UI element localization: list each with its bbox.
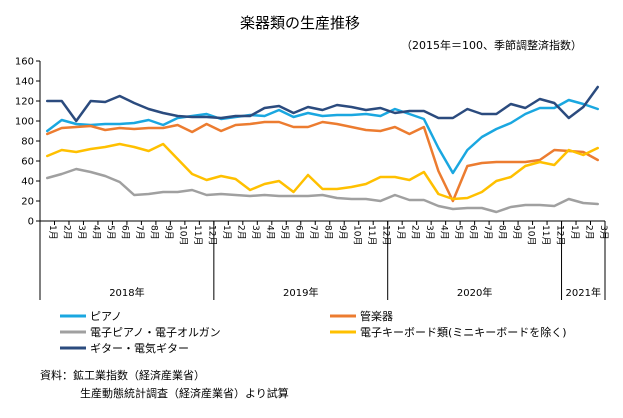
x-tick-label: 2月 bbox=[62, 225, 73, 240]
x-tick-label: 4月 bbox=[438, 225, 449, 240]
x-tick-label: 5月 bbox=[105, 225, 116, 240]
x-tick-label: 2月 bbox=[236, 225, 247, 240]
x-tick-label: 8月 bbox=[149, 225, 160, 240]
x-tick-label: 12月 bbox=[207, 225, 218, 245]
x-tick-label: 10月 bbox=[178, 225, 189, 245]
x-tick-label: 3月 bbox=[424, 225, 435, 240]
year-label: 2018年 bbox=[109, 286, 144, 299]
source-line-1: 資料：鉱工業指数（経済産業省） bbox=[40, 368, 205, 382]
x-tick-label: 2月 bbox=[409, 225, 420, 240]
series-line bbox=[45, 98, 600, 175]
series-line bbox=[45, 120, 600, 203]
y-tick-label: 60 bbox=[21, 157, 34, 168]
legend-label: 電子ピアノ・電子オルガン bbox=[90, 326, 221, 339]
x-tick-label: 5月 bbox=[279, 225, 290, 240]
x-tick-label: 11月 bbox=[366, 225, 377, 245]
x-tick-label: 7月 bbox=[134, 225, 145, 240]
y-tick-label: 20 bbox=[21, 197, 34, 208]
x-tick-label: 1月 bbox=[395, 225, 406, 240]
x-tick-label: 6月 bbox=[467, 225, 478, 240]
x-tick-label: 3月 bbox=[250, 225, 261, 240]
x-tick-label: 6月 bbox=[120, 225, 131, 240]
legend-label: ピアノ bbox=[90, 310, 122, 323]
y-tick-label: 100 bbox=[15, 117, 34, 128]
y-tick-label: 140 bbox=[15, 77, 34, 88]
x-tick-label: 11月 bbox=[192, 225, 203, 245]
x-tick-label: 9月 bbox=[511, 225, 522, 240]
x-tick-label: 4月 bbox=[91, 225, 102, 240]
x-tick-label: 3月 bbox=[76, 225, 87, 240]
source-line-2: 生産動態統計調査（経済産業省）より試算 bbox=[80, 386, 289, 400]
series-line bbox=[45, 142, 600, 201]
x-tick-label: 1月 bbox=[569, 225, 580, 240]
x-tick-label: 4月 bbox=[265, 225, 276, 240]
y-tick-label: 160 bbox=[15, 57, 34, 68]
x-tick-label: 5月 bbox=[453, 225, 464, 240]
x-tick-label: 3月 bbox=[598, 225, 609, 240]
y-tick-label: 80 bbox=[21, 137, 34, 148]
x-tick-label: 6月 bbox=[294, 225, 305, 240]
series-line bbox=[45, 167, 600, 214]
chart-subtitle: （2015年＝100、季節調整済指数） bbox=[401, 38, 582, 52]
x-tick-label: 7月 bbox=[482, 225, 493, 240]
x-tick-label: 9月 bbox=[163, 225, 174, 240]
x-tick-label: 10月 bbox=[525, 225, 536, 245]
x-tick-label: 12月 bbox=[380, 225, 391, 245]
y-tick-label: 40 bbox=[21, 177, 34, 188]
x-axis: 1月 2月 3月 4月 5月 6月 7月 8月 9月 10月 11月 12月 1月 2月 3月 4月 5月 6月 7… bbox=[39, 220, 609, 300]
x-tick-label: 1月 bbox=[221, 225, 232, 240]
legend-label: 管楽器 bbox=[360, 309, 393, 323]
year-label: 2021年 bbox=[566, 286, 601, 299]
year-label: 2019年 bbox=[283, 286, 318, 299]
chart-title: 楽器類の生産推移 bbox=[240, 14, 360, 32]
plot-lines bbox=[45, 85, 600, 214]
y-tick-label: 0 bbox=[28, 217, 34, 228]
x-tick-label: 10月 bbox=[351, 225, 362, 245]
x-tick-label: 11月 bbox=[540, 225, 551, 245]
y-axis: 0 20 40 60 80 100 120 140 160 bbox=[15, 57, 41, 228]
x-tick-label: 7月 bbox=[308, 225, 319, 240]
x-tick-label: 8月 bbox=[496, 225, 507, 240]
series-line bbox=[45, 85, 600, 123]
x-tick-label: 1月 bbox=[47, 225, 58, 240]
x-tick-label: 8月 bbox=[323, 225, 334, 240]
x-tick-label: 9月 bbox=[337, 225, 348, 240]
y-tick-label: 120 bbox=[15, 97, 34, 108]
legend-label: ギター・電気ギター bbox=[90, 341, 189, 355]
x-tick-label: 2月 bbox=[583, 225, 594, 240]
year-label: 2020年 bbox=[457, 286, 492, 299]
legend-label: 電子キーボード類(ミニキーボードを除く) bbox=[360, 325, 567, 339]
x-tick-label: 12月 bbox=[554, 225, 565, 245]
